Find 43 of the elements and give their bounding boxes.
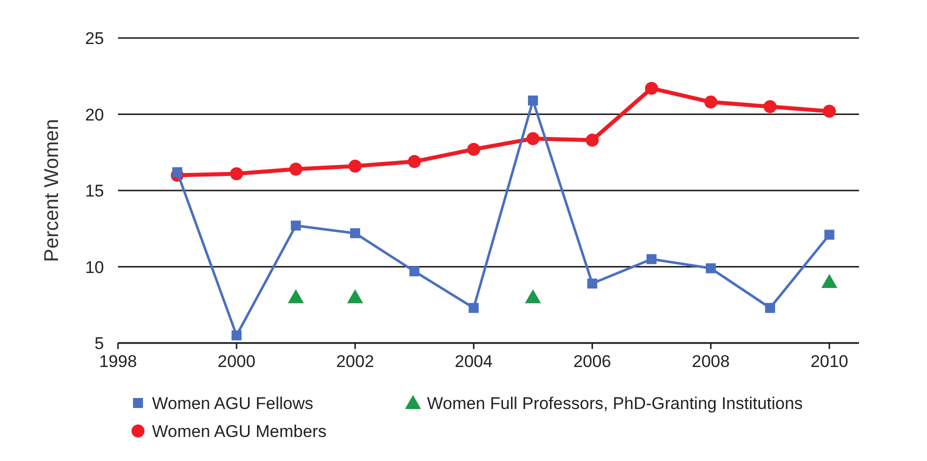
legend-label: Women AGU Fellows (152, 394, 314, 413)
point (408, 155, 421, 168)
x-tick-label: 1998 (99, 352, 137, 371)
x-tick-label: 2006 (573, 352, 612, 371)
point (348, 160, 362, 173)
point (765, 302, 776, 313)
point (232, 330, 242, 340)
y-tick-label: 20 (85, 105, 104, 124)
legend-label: Women Full Professors, PhD-Granting Institutions (427, 394, 803, 413)
point (350, 228, 360, 238)
y-tick-label: 10 (85, 258, 104, 277)
point (586, 134, 599, 147)
y-axis-title: Percent Women (41, 118, 63, 262)
point (289, 162, 302, 176)
point (645, 82, 658, 95)
point (706, 263, 716, 274)
point (822, 104, 836, 118)
point (824, 230, 834, 240)
y-tick-label: 25 (85, 29, 104, 48)
point (821, 274, 838, 288)
point (230, 167, 244, 180)
legend-label: Women AGU Members (152, 422, 326, 441)
y-tick-label: 5 (94, 334, 104, 353)
point (288, 289, 304, 304)
point (290, 220, 301, 231)
x-tick-label: 2002 (336, 352, 374, 371)
point (467, 142, 480, 156)
point (409, 266, 420, 276)
point (528, 96, 538, 106)
x-tick-label: 2010 (810, 352, 848, 371)
x-tick-label: 2008 (692, 352, 730, 371)
point (764, 100, 777, 114)
point (524, 289, 541, 304)
point (646, 254, 657, 264)
x-tick-label: 2004 (454, 352, 493, 371)
point (172, 167, 182, 178)
x-tick-label: 2000 (218, 352, 256, 371)
point (526, 132, 540, 146)
point (468, 302, 479, 313)
point (587, 278, 598, 289)
y-tick-label: 15 (85, 182, 104, 200)
point (704, 96, 718, 109)
point (347, 289, 364, 304)
